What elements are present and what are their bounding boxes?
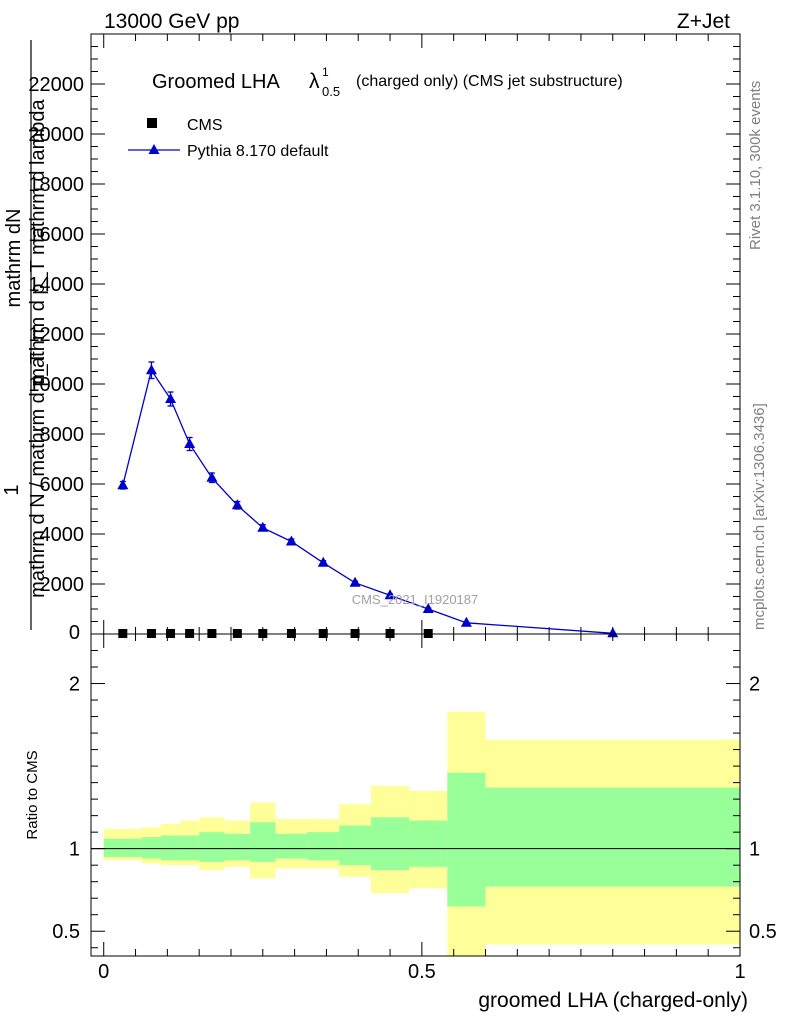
main-y-axis-label: mathrm dN mathrm d p_T mathrm d lambda 1… (1, 40, 49, 630)
ratio-inner-band-bin (103, 838, 142, 857)
ratio-y-tick-label: 2 (69, 674, 80, 696)
pythia-series-points (117, 361, 619, 638)
pythia-point (460, 616, 472, 627)
pythia-point (231, 499, 243, 510)
ratio-inner-band-bin (339, 825, 371, 866)
ratio-y-tick-label-right: 1 (749, 839, 760, 861)
pythia-point (349, 576, 361, 587)
ratio-panel: 0.5 0.51 12 2 0 0.5 1 Ratio to CMS groomed LH… (24, 633, 777, 1012)
pythia-point (206, 471, 218, 482)
legend-cms-marker (147, 118, 157, 128)
ylabel-denominator: mathrm d p_T mathrm d lambda (27, 98, 49, 384)
y-tick-label: 18000 (28, 174, 84, 196)
title-symbol: λ (309, 70, 320, 93)
ratio-inner-band-bin (370, 817, 410, 871)
pythia-series-line (122, 368, 613, 634)
rivet-label: Rivet 3.1.10, 300k events (747, 81, 764, 250)
ratio-inner-band-bin (250, 822, 276, 862)
title-main: Groomed LHA (152, 71, 280, 93)
ratio-inner-band-bin (160, 835, 181, 861)
y-tick-label: 22000 (28, 74, 84, 96)
analysis-watermark: CMS_2021_I1920187 (352, 592, 479, 607)
title-superscript: 1 (322, 65, 329, 79)
process-label: Z+Jet (677, 10, 730, 33)
y-tick-label: 4000 (40, 524, 85, 546)
pythia-point (165, 393, 177, 403)
pythia-point (422, 603, 434, 613)
ratio-inner-band-bin (141, 837, 161, 859)
pythia-point (607, 627, 619, 638)
legend: CMS Pythia 8.170 default (128, 117, 329, 160)
pythia-point (184, 438, 196, 448)
ratio-y-tick-label-right: 2 (749, 674, 760, 696)
energy-label: 13000 GeV pp (104, 10, 239, 33)
title-subscript: 0.5 (322, 84, 340, 99)
y-tick-label: 2000 (40, 574, 85, 596)
pythia-point (285, 535, 297, 546)
y-tick-label: 8000 (40, 424, 85, 446)
main-plot-panel: 2000 4000 6000 8000 10000 12000 14000 16000 1800… (28, 33, 741, 644)
ratio-inner-band-bin (307, 832, 340, 861)
y-tick-label: 16000 (28, 224, 84, 246)
ratio-inner-band-bin (409, 820, 448, 867)
ylabel-frac-bottom: mathrm d N / mathrm d p_T (27, 352, 49, 598)
pythia-point (384, 589, 396, 600)
plot-title: Groomed LHA λ 1 0.5 (charged only) (CMS … (152, 65, 623, 99)
ratio-inner-band-bin (224, 833, 251, 861)
ratio-y-axis-label: Ratio to CMS (24, 750, 41, 839)
ratio-inner-band-bin (485, 787, 740, 887)
main-y-axis: 2000 4000 6000 8000 10000 12000 14000 16000 1800… (28, 46, 740, 644)
ratio-inner-band (103, 772, 740, 907)
y-tick-label: 6000 (40, 474, 85, 496)
ratio-x-tick-label: 1 (734, 961, 745, 983)
ratio-y-tick-label-right: 0.5 (749, 921, 777, 943)
legend-pythia-label: Pythia 8.170 default (187, 143, 329, 160)
y-tick-label: 14000 (28, 274, 84, 296)
ratio-inner-band-bin (199, 832, 225, 862)
ratio-inner-band-bin (447, 772, 486, 907)
ratio-inner-band-bin (180, 835, 200, 861)
ylabel-prefix: 1 (1, 484, 23, 495)
pythia-point (257, 521, 269, 532)
legend-pythia-marker (148, 144, 160, 154)
ratio-plot-frame (90, 633, 741, 957)
pythia-point (145, 364, 157, 375)
pythia-point (117, 479, 129, 490)
ratio-x-tick-label: 0 (98, 961, 109, 983)
y-tick-label: 0 (69, 622, 80, 644)
ratio-inner-band-bin (275, 833, 308, 859)
ratio-x-tick-label: 0.5 (408, 961, 436, 983)
y-tick-label: 20000 (28, 124, 84, 146)
ratio-y-tick-label: 1 (69, 839, 80, 861)
ratio-y-tick-label: 0.5 (52, 921, 80, 943)
x-axis-label: groomed LHA (charged-only) (478, 989, 748, 1012)
pythia-point (317, 556, 329, 567)
ratio-y-axis: 0.5 0.5 1 1 2 2 (52, 650, 777, 949)
title-rest: (charged only) (CMS jet substructure) (356, 73, 623, 90)
ratio-x-axis: 0 0.5 1 (98, 634, 746, 983)
ylabel-frac-top: mathrm dN (3, 209, 25, 308)
y-tick-label: 10000 (28, 374, 84, 396)
site-label: mcplots.cern.ch [arXiv:1306.3436] (751, 403, 768, 630)
y-tick-label: 12000 (28, 324, 84, 346)
legend-cms-label: CMS (187, 117, 223, 134)
